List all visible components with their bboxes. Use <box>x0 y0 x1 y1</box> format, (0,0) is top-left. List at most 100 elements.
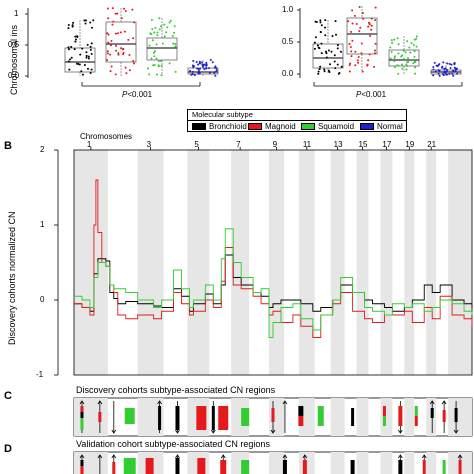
box-plot-point <box>413 50 416 53</box>
region-arrow-head <box>175 454 180 459</box>
box-plot-point <box>172 42 175 45</box>
box-plot-point <box>406 61 409 64</box>
box-plot-point <box>67 27 70 30</box>
box-plot-point <box>109 53 112 56</box>
box-plot-point <box>109 44 112 47</box>
box-plot-point <box>452 74 455 77</box>
box-plot-point <box>109 70 112 73</box>
chromosome-band <box>380 452 393 474</box>
box-plot-point <box>153 50 156 53</box>
box-plot-point <box>151 28 154 31</box>
box-plot-point <box>359 26 362 29</box>
box-plot-point <box>155 43 158 46</box>
box-plot-point <box>117 53 120 56</box>
box-plot-point <box>320 52 323 55</box>
region-block <box>218 406 229 430</box>
panel-a-plots <box>25 5 463 87</box>
legend: Molecular subtype Bronchioid Magnoid Squ… <box>187 109 407 132</box>
box-plot-point <box>148 44 151 47</box>
box-plot-point <box>452 69 455 72</box>
legend-item-magnoid: Magnoid <box>248 122 296 131</box>
box-plot-point <box>124 10 127 13</box>
box-plot-point <box>107 41 110 44</box>
region-block <box>414 416 418 426</box>
box-plot-point <box>158 17 161 20</box>
box-plot-point <box>440 66 443 69</box>
box-plot-point <box>198 67 201 70</box>
region-block <box>80 406 84 412</box>
box-plot-point <box>325 52 328 55</box>
box-plot-point <box>156 73 159 76</box>
panel-a-ytick-1: 1 <box>14 9 19 18</box>
box-plot-point <box>116 12 119 15</box>
box-plot-point <box>412 62 415 65</box>
box-plot-point <box>81 47 84 50</box>
box-plot-point <box>132 59 135 62</box>
box-plot-point <box>409 51 412 54</box>
chromosome-band <box>426 452 437 474</box>
box-plot-point <box>208 71 211 74</box>
box-plot-point <box>72 21 75 24</box>
box-plot-point <box>74 35 77 38</box>
box-plot-point <box>350 55 353 58</box>
box-plot-point <box>437 64 440 67</box>
box-plot-point <box>450 63 453 66</box>
box-plot-point <box>71 25 74 28</box>
chromosome-label: 7 <box>236 140 241 149</box>
legend-swatch-magnoid <box>248 123 262 130</box>
box-plot-point <box>355 22 358 25</box>
legend-label-bronchioid: Bronchioid <box>209 122 247 131</box>
legend-item-normal: Normal <box>360 122 403 131</box>
box-plot-point <box>334 20 337 23</box>
region-arrow-head <box>453 429 459 434</box>
box-plot-point <box>446 62 449 65</box>
box-plot-point <box>455 67 458 70</box>
box-plot-point <box>406 57 409 60</box>
box-plot-point <box>400 55 403 58</box>
chromosome-label: 17 <box>382 140 392 149</box>
box-plot-point <box>123 7 126 10</box>
box-plot-point <box>166 26 169 29</box>
box-plot-point <box>357 55 360 58</box>
region-block <box>382 406 386 416</box>
box-plot-point <box>74 38 77 41</box>
box-plot-point <box>405 63 408 66</box>
chromosome-label: 21 <box>427 140 437 149</box>
box-plot-point <box>319 19 322 22</box>
box-plot-point <box>84 22 87 25</box>
region-arrow-head <box>79 454 85 459</box>
box-plot <box>312 43 344 69</box>
box-plot-point <box>122 53 125 56</box>
panel-a-right-ytick-05: 0.5 <box>282 37 294 46</box>
box-plot-point <box>449 66 452 69</box>
box-plot-point <box>148 73 151 76</box>
chromosome-band <box>187 150 210 375</box>
panel-a-ytick-0: 0.0 <box>8 71 20 80</box>
box-plot-point <box>406 64 409 67</box>
box-plot-point <box>397 52 400 55</box>
box-plot-point <box>410 42 413 45</box>
box-plot-point <box>432 65 435 68</box>
box-plot-point <box>106 50 109 53</box>
box-plot-point <box>325 56 328 59</box>
box-plot-point <box>373 49 376 52</box>
box-plot-point <box>152 51 155 54</box>
box-plot-point <box>401 67 404 70</box>
panel-a-ytick-05: 0.5 <box>8 40 20 49</box>
region-block <box>442 410 446 422</box>
box-plot-point <box>434 70 437 73</box>
box-plot-point <box>331 34 334 37</box>
box-plot-point <box>110 39 113 42</box>
box-plot-point <box>92 19 95 22</box>
box-plot-point <box>81 73 84 76</box>
region-block <box>350 460 355 474</box>
chromosome-band <box>74 452 108 474</box>
box-plot-point <box>169 19 172 22</box>
box-plot-point <box>443 67 446 70</box>
box-plot-point <box>156 34 159 37</box>
panel-a-pvalue-left: P<0.001 <box>122 90 153 99</box>
box-plot-point <box>85 56 88 59</box>
region-block <box>196 406 207 430</box>
box-plot-point <box>154 26 157 29</box>
box-plot-point <box>446 68 449 71</box>
